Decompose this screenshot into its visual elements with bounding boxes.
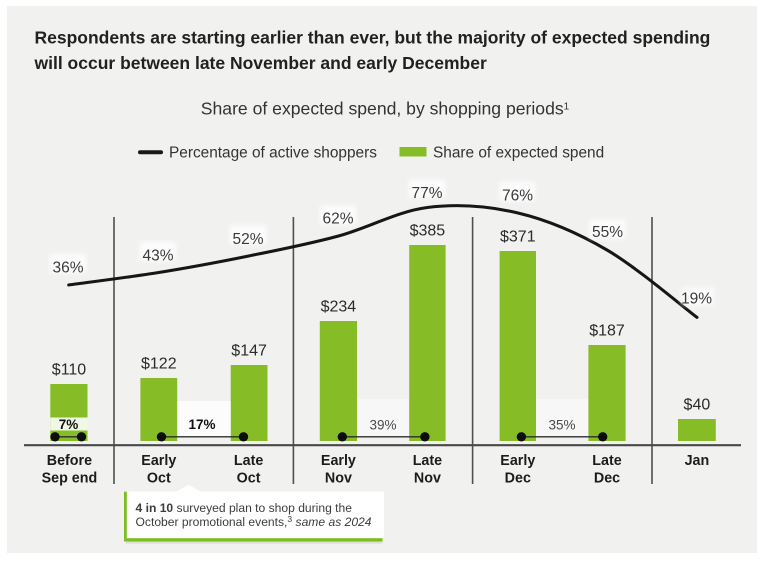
svg-text:Share of expected spend: Share of expected spend xyxy=(433,145,604,162)
svg-text:$187: $187 xyxy=(589,323,625,340)
svg-text:Share of expected spend, by sh: Share of expected spend, by shopping per… xyxy=(201,98,570,118)
svg-text:Oct: Oct xyxy=(237,471,261,487)
svg-text:Early: Early xyxy=(500,453,535,469)
svg-text:$110: $110 xyxy=(52,362,87,379)
svg-text:62%: 62% xyxy=(322,210,353,227)
svg-text:76%: 76% xyxy=(502,188,533,205)
svg-text:77%: 77% xyxy=(411,185,442,202)
svg-text:will occur between late Novemb: will occur between late November and ear… xyxy=(34,53,487,73)
svg-text:Jan: Jan xyxy=(685,453,710,469)
svg-text:$147: $147 xyxy=(231,343,267,360)
svg-text:4 in 10 surveyed plan to shop: 4 in 10 surveyed plan to shop during the xyxy=(136,501,353,515)
svg-text:Dec: Dec xyxy=(505,471,531,487)
svg-text:17%: 17% xyxy=(188,417,215,432)
svg-text:36%: 36% xyxy=(52,259,83,276)
svg-text:Late: Late xyxy=(592,453,621,469)
svg-text:Late: Late xyxy=(234,453,263,469)
svg-text:55%: 55% xyxy=(592,224,623,241)
svg-text:43%: 43% xyxy=(142,248,173,265)
svg-text:Percentage of active shoppers: Percentage of active shoppers xyxy=(169,145,377,162)
svg-text:35%: 35% xyxy=(548,418,575,433)
svg-text:$234: $234 xyxy=(321,299,357,316)
svg-text:7%: 7% xyxy=(59,417,79,432)
svg-text:$40: $40 xyxy=(684,397,711,414)
svg-text:Early: Early xyxy=(321,453,356,469)
svg-text:Early: Early xyxy=(141,453,176,469)
svg-text:Dec: Dec xyxy=(594,471,620,487)
svg-text:Respondents are starting earli: Respondents are starting earlier than ev… xyxy=(35,28,711,48)
svg-text:$371: $371 xyxy=(500,229,536,246)
svg-text:Nov: Nov xyxy=(325,471,352,487)
svg-text:52%: 52% xyxy=(232,231,263,248)
svg-text:Before: Before xyxy=(47,453,92,469)
svg-text:Late: Late xyxy=(413,453,442,469)
svg-text:19%: 19% xyxy=(681,291,712,308)
svg-text:Nov: Nov xyxy=(414,471,441,487)
svg-text:$122: $122 xyxy=(141,356,177,373)
svg-text:39%: 39% xyxy=(369,418,396,433)
svg-text:Sep end: Sep end xyxy=(42,471,98,487)
svg-text:Oct: Oct xyxy=(147,471,171,487)
svg-text:October promotional events,3 s: October promotional events,3 same as 202… xyxy=(136,514,372,529)
svg-text:$385: $385 xyxy=(410,223,446,240)
